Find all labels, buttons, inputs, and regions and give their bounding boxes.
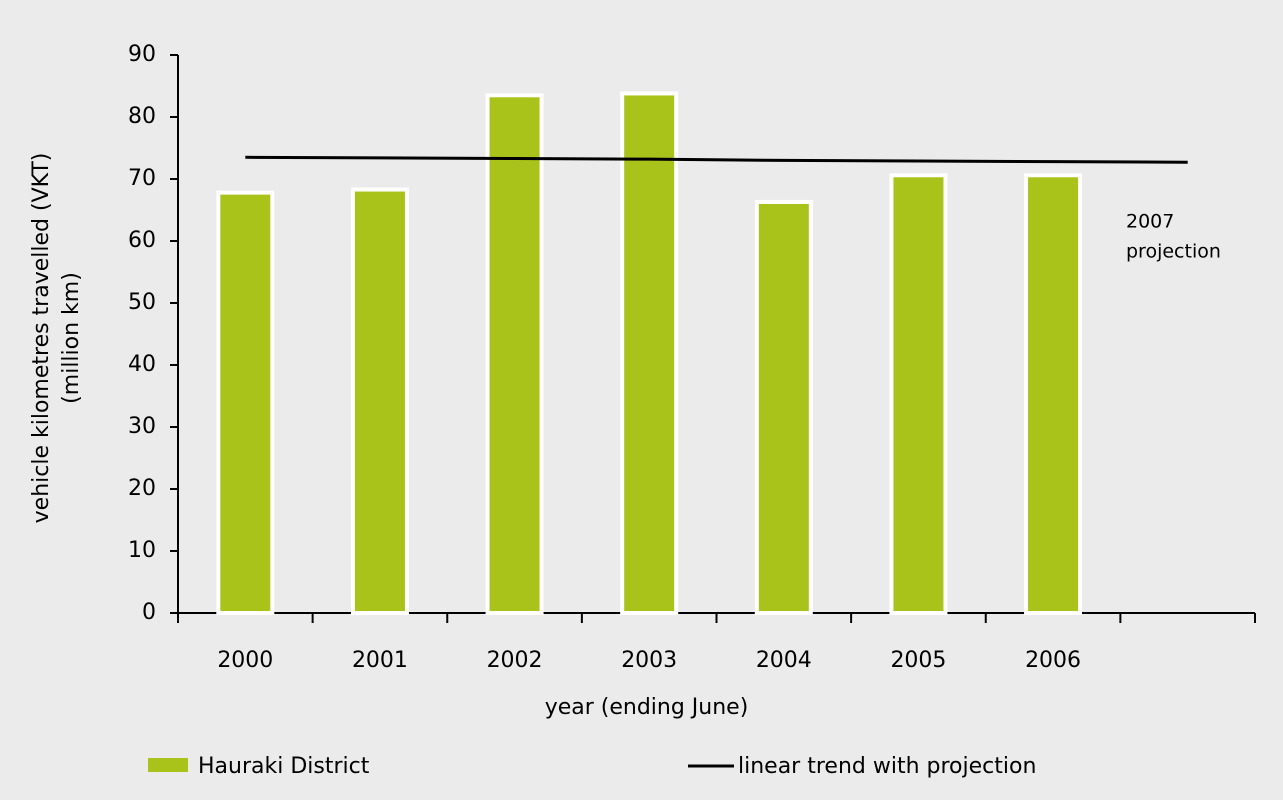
annotation: projection [1126, 241, 1221, 263]
bar [350, 187, 409, 615]
x-tick-label: 2001 [352, 648, 408, 673]
bar [889, 173, 948, 615]
x-tick-label: 2005 [890, 648, 946, 673]
bar [485, 93, 544, 616]
bar [754, 199, 813, 615]
y-tick-label: 30 [128, 414, 156, 439]
y-axis-title: vehicle kilometres travelled (VKT) [29, 153, 54, 524]
x-tick-label: 2003 [621, 648, 677, 673]
y-tick-label: 10 [128, 538, 156, 563]
legend-swatch [148, 758, 188, 772]
x-axis-title: year (ending June) [545, 695, 749, 720]
y-axis-title: (million km) [59, 272, 84, 404]
y-tick-label: 80 [128, 104, 156, 129]
y-tick-label: 50 [128, 290, 156, 315]
y-tick-label: 40 [128, 352, 156, 377]
legend-label: linear trend with projection [738, 754, 1036, 779]
trend-line [245, 155, 1188, 164]
x-tick-label: 2006 [1025, 648, 1081, 673]
y-tick-label: 90 [128, 42, 156, 67]
y-tick-label: 60 [128, 228, 156, 253]
bar [1024, 173, 1083, 615]
legend-label: Hauraki District [198, 754, 370, 779]
y-tick-label: 0 [142, 600, 156, 625]
x-tick-label: 2002 [487, 648, 543, 673]
bar [620, 91, 679, 615]
y-tick-label: 20 [128, 476, 156, 501]
bar [216, 190, 275, 615]
annotation: 2007 [1126, 211, 1174, 233]
x-tick-label: 2000 [217, 648, 273, 673]
y-tick-label: 70 [128, 166, 156, 191]
x-tick-label: 2004 [756, 648, 812, 673]
